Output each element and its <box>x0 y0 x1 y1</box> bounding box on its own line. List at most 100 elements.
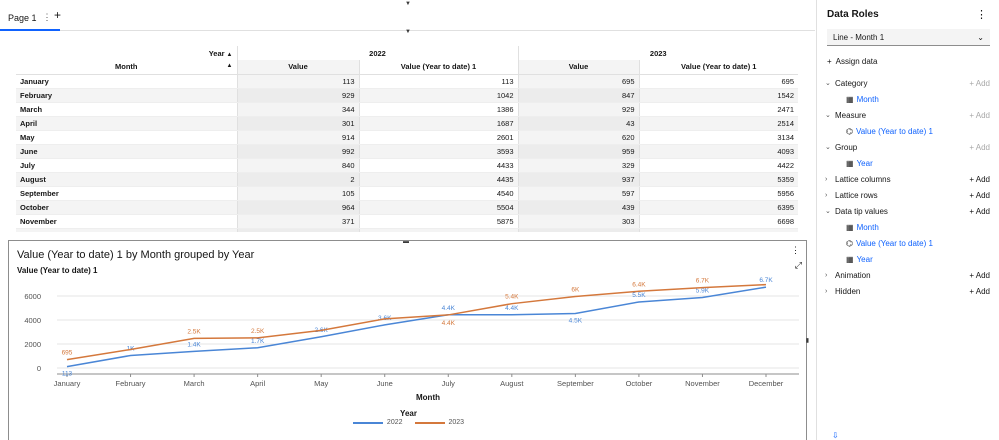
expand-icon[interactable]: ⤢ <box>794 260 802 270</box>
role-section-animation[interactable]: › Animation + Add <box>825 269 990 281</box>
collapse-canvas-icon[interactable]: ▼ <box>405 29 411 35</box>
chevron-right-icon[interactable]: › <box>825 191 828 199</box>
month-cell: May <box>16 130 237 145</box>
month-cell: April <box>16 116 237 131</box>
tab-page-1[interactable]: Page 1 ⋮ <box>0 6 60 31</box>
table-row[interactable]: November 371 5875 303 6698 <box>16 214 798 229</box>
role-section-lattice-columns[interactable]: › Lattice columns + Add <box>825 173 990 185</box>
add-role-button[interactable]: + Add <box>969 174 990 184</box>
role-section-category[interactable]: ⌄ Category + Add <box>825 77 990 89</box>
assigned-data-item[interactable]: ▦ Month <box>846 222 879 232</box>
table-row[interactable]: September 105 4540 597 5956 <box>16 186 798 201</box>
chart-menu-icon[interactable]: ⋮ <box>791 245 800 255</box>
ytd-cell: 4422 <box>638 158 798 173</box>
chevron-down-icon[interactable]: ⌄ <box>825 112 831 119</box>
assigned-data-item[interactable]: ⌬ Value (Year to date) 1 <box>846 238 933 248</box>
assigned-data-item[interactable]: ▦ Year <box>846 254 873 264</box>
ytd-cell: 2601 <box>358 130 518 145</box>
assigned-data-item[interactable]: ▦ Year <box>846 158 873 168</box>
tab-label: Page 1 <box>8 12 37 23</box>
assign-data-button[interactable]: + Assign data <box>827 57 878 66</box>
value-cell: 695 <box>517 74 639 89</box>
chevron-down-icon[interactable]: ⌄ <box>825 144 831 151</box>
month-cell: September <box>16 186 237 201</box>
ytd-cell: 6948 <box>638 228 798 232</box>
table-row[interactable]: February 929 1042 847 1542 <box>16 88 798 103</box>
table-row[interactable]: October 964 5504 439 6395 <box>16 200 798 215</box>
role-section-hidden[interactable]: › Hidden + Add <box>825 285 990 297</box>
resize-handle-right[interactable]: ▮ <box>805 338 809 344</box>
data-roles-panel: Data Roles ⋮ Line - Month 1 ⌄ + Assign d… <box>816 0 999 440</box>
month-cell: February <box>16 88 237 103</box>
ytd-cell: 6737 <box>358 228 518 232</box>
plus-icon: + <box>969 286 976 296</box>
line-chart-panel[interactable]: Value (Year to date) 1 by Month grouped … <box>8 239 809 440</box>
year-header[interactable]: Year ▲ <box>208 48 233 58</box>
ytd-cell: 4540 <box>358 186 518 201</box>
ytd-column-header: Value (Year to date) 1 <box>358 60 518 75</box>
value-cell: 597 <box>517 186 639 201</box>
series-line-2023 <box>66 283 767 361</box>
table-row[interactable]: April 301 1687 43 2514 <box>16 116 798 131</box>
role-section-lattice-rows[interactable]: › Lattice rows + Add <box>825 189 990 201</box>
role-section-label: Category <box>835 78 868 88</box>
tab-kebab-icon[interactable]: ⋮ <box>42 12 52 22</box>
role-section-label: Lattice columns <box>835 174 891 184</box>
assigned-data-item[interactable]: ⌬ Value (Year to date) 1 <box>846 126 933 136</box>
chevron-right-icon[interactable]: › <box>825 175 828 183</box>
table-row[interactable]: December86267372506948 <box>16 228 798 232</box>
add-role-button[interactable]: + Add <box>969 190 990 200</box>
resize-handle-top[interactable]: ▬ <box>403 239 409 245</box>
x-tick-label: July <box>442 379 456 388</box>
table-row[interactable]: March 344 1386 929 2471 <box>16 102 798 117</box>
data-label: 695 <box>62 350 73 357</box>
table-row[interactable]: May 914 2601 620 3134 <box>16 130 798 145</box>
value-cell: 937 <box>517 172 639 187</box>
selected-object: Line - Month 1 <box>833 32 885 42</box>
x-tick-label: August <box>500 379 524 388</box>
add-role-button[interactable]: + Add <box>969 286 990 296</box>
role-section-data-tip-values[interactable]: ⌄ Data tip values + Add <box>825 205 990 217</box>
panel-menu-icon[interactable]: ⋮ <box>976 9 987 21</box>
value-cell: 929 <box>517 102 639 117</box>
month-header[interactable]: Month ▲ <box>16 60 237 75</box>
table-row[interactable]: January 113 113 695 695 <box>16 74 798 89</box>
data-label: 5.9K <box>696 288 710 295</box>
crosstab-table[interactable]: Year ▲ 2022 2023 Month ▲ Value Value (Year… <box>16 46 798 232</box>
chevron-down-icon[interactable]: ⌄ <box>825 208 831 215</box>
add-role-button[interactable]: + Add <box>969 270 990 280</box>
sort-asc-icon[interactable]: ▲ <box>226 63 233 69</box>
object-select[interactable]: Line - Month 1 ⌄ <box>827 29 990 46</box>
ytd-cell: 5875 <box>358 214 518 229</box>
add-page-icon[interactable]: + <box>54 8 62 22</box>
legend-item-2023[interactable]: 2023 <box>414 419 464 426</box>
role-section-measure[interactable]: ⌄ Measure + Add <box>825 109 990 121</box>
data-label: 4.4K <box>442 320 456 327</box>
chevron-right-icon[interactable]: › <box>825 271 828 279</box>
legend-item-2022[interactable]: 2022 <box>352 419 403 426</box>
value-column-header: Value <box>236 60 359 75</box>
table-row[interactable]: August 2 4435 937 5359 <box>16 172 798 187</box>
value-cell: 914 <box>236 130 359 145</box>
value-cell: 840 <box>236 158 359 173</box>
table-row[interactable]: June 992 3593 959 4093 <box>16 144 798 159</box>
value-cell: 344 <box>236 102 359 117</box>
sort-asc-icon[interactable]: ▲ <box>226 51 233 58</box>
assigned-data-item[interactable]: ▦ Month <box>846 94 879 104</box>
year-2023-header: 2023 <box>517 46 798 60</box>
data-label: 6.4K <box>632 281 646 288</box>
chevron-down-icon[interactable]: ⌄ <box>825 80 831 87</box>
x-tick-label: April <box>250 379 265 388</box>
chevron-right-icon[interactable]: › <box>825 287 828 295</box>
month-cell: November <box>16 214 237 229</box>
table-row[interactable]: July 840 4433 329 4422 <box>16 158 798 173</box>
collapse-toolbar-icon[interactable]: ▼ <box>405 1 411 7</box>
page-tab-bar: Page 1 ⋮ + <box>0 0 815 31</box>
role-section-group[interactable]: ⌄ Group + Add <box>825 141 990 153</box>
pin-icon[interactable]: ⇩ <box>832 431 839 440</box>
x-tick-label: February <box>116 379 146 388</box>
month-cell: June <box>16 144 237 159</box>
data-label: 4.4K <box>442 305 456 312</box>
chevron-down-icon: ⌄ <box>977 32 984 42</box>
add-role-button[interactable]: + Add <box>969 206 990 216</box>
